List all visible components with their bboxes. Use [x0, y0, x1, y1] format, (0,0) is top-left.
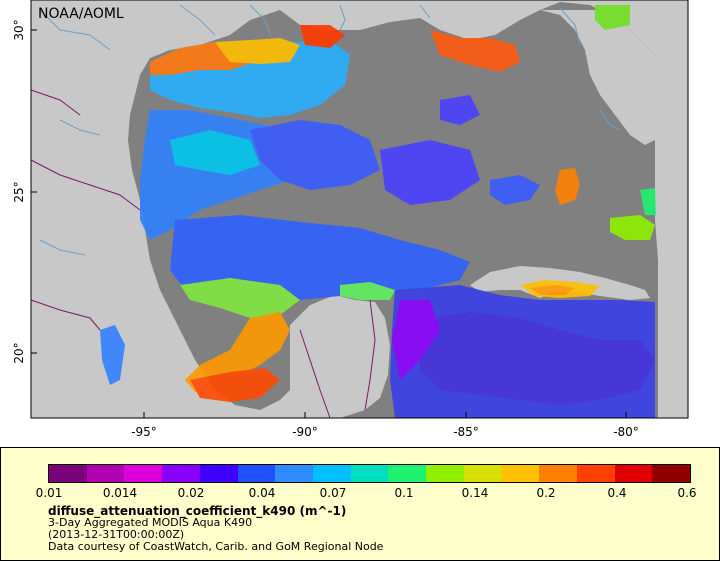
colorbar-tick: 0.2 [536, 486, 556, 500]
yucatan-land [290, 295, 390, 418]
map-panel: NOAA/AOML 30° 25° 20° -95° -90° -85° -80… [12, 0, 689, 439]
lon-ticks [143, 412, 627, 418]
colorbar-segment [199, 465, 238, 482]
colorbar-segment [237, 465, 276, 482]
lat-label-25: 25° [12, 181, 26, 202]
colorbar-segment [350, 465, 389, 482]
borders [30, 89, 376, 419]
source-badge: NOAA/AOML [38, 6, 124, 22]
rivers [39, 4, 621, 256]
colorbar-tick: 0.1 [394, 486, 414, 500]
legend-text: diffuse_attenuation_coefficient_k490 (m^… [48, 505, 383, 553]
colorbar-segment [86, 465, 125, 482]
colorbar-segment [312, 465, 351, 482]
colorbar-tick: 0.01 [35, 486, 63, 500]
dataset-line: 3-Day Aggregated MODIS Aqua K490 [48, 516, 253, 529]
colorbar-tick: 0.014 [102, 486, 138, 500]
colorbar-segment [463, 465, 502, 482]
colorbar-segment [275, 465, 313, 482]
colorbar-segment [539, 465, 577, 482]
lon-label-90: -90° [292, 425, 318, 439]
colorbar-segment [576, 465, 615, 482]
colorbar-segment [614, 465, 653, 482]
lon-label-85: -85° [453, 425, 479, 439]
land-masses [31, 0, 688, 418]
date-line: (2013-12-31T00:00:00Z) [48, 528, 185, 541]
colorbar-tick: 0.07 [319, 486, 347, 500]
legend-panel: 0.01 0.014 0.02 0.04 0.07 0.1 0.14 0.2 0… [0, 447, 720, 561]
lat-label-30: 30° [12, 19, 26, 40]
mexico-us-land [31, 0, 688, 418]
colorbar [48, 464, 691, 483]
colorbar-tick: 0.04 [248, 486, 276, 500]
map-frame [30, 0, 689, 419]
colorbar-segment [162, 465, 200, 482]
variable-name: diffuse_attenuation_coefficient_k490 (m^… [48, 504, 347, 518]
k490-data-overlay [100, 5, 656, 418]
lon-label-95: -95° [131, 425, 157, 439]
colorbar-segment [652, 465, 690, 482]
colorbar-segment [426, 465, 464, 482]
colorbar-segment [49, 465, 87, 482]
colorbar-tick: 0.14 [461, 486, 489, 500]
colorbar-tick: 0.02 [177, 486, 205, 500]
lat-label-20: 20° [12, 342, 26, 363]
credit-line: Data courtesy of CoastWatch, Carib. and … [48, 540, 384, 553]
colorbar-segment [388, 465, 427, 482]
florida-land [540, 10, 660, 145]
colorbar-segment [124, 465, 163, 482]
colorbar-segment [501, 465, 540, 482]
colorbar-tick: 0.4 [607, 486, 627, 500]
lat-ticks [31, 29, 37, 354]
east-land [655, 60, 688, 418]
lon-label-80: -80° [613, 425, 639, 439]
colorbar-tick: 0.6 [677, 486, 697, 500]
